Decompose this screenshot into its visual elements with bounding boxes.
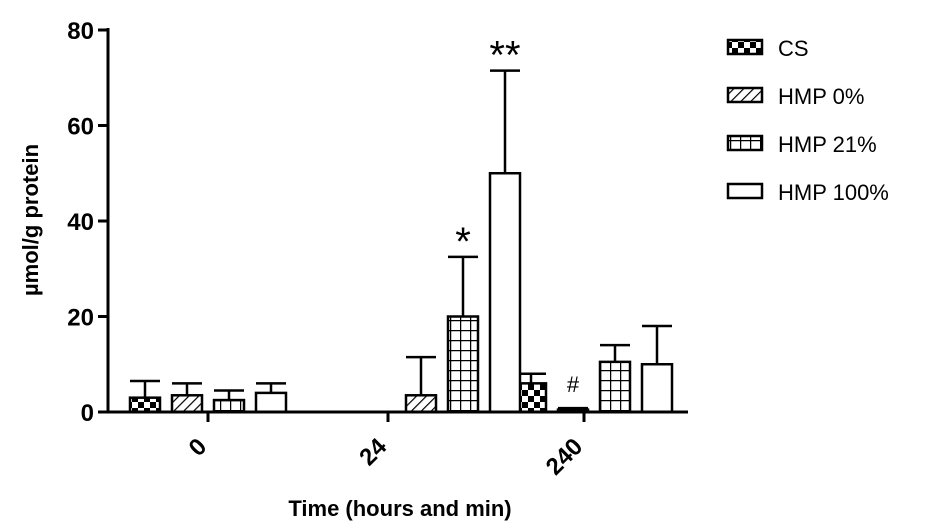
axes: 0 20 40 60 80 0 24 240: [67, 18, 688, 481]
x-axis-title: Time (hours and min): [288, 496, 511, 521]
bar-cs-0: [128, 396, 162, 414]
annotation-hash: #: [567, 372, 580, 397]
bar-hmp-0pct-24: [404, 394, 438, 414]
bar-hmp-100pct-0: [254, 391, 288, 414]
y-axis-title: µmol/g protein: [18, 144, 43, 296]
legend-label-hmp-100pct: HMP 100%: [778, 180, 889, 205]
legend-label-hmp-21pct: HMP 21%: [778, 132, 877, 157]
x-tick-label-240: 240: [541, 433, 588, 480]
legend-swatch-hmp-21pct: [726, 134, 764, 152]
bar-hmp-21pct-0: [212, 398, 246, 414]
bar-hmp-0pct-0: [170, 394, 204, 414]
legend-label-hmp-0pct: HMP 0%: [778, 84, 864, 109]
bar-hmp-21pct-240: [598, 360, 632, 414]
bar-hmp-100pct-240: [640, 363, 674, 414]
y-tick-label-80: 80: [67, 18, 94, 45]
legend: CS HMP 0% HMP 21% HMP 100%: [726, 36, 889, 205]
y-tick-label-0: 0: [81, 400, 94, 427]
plot-area: ***#: [128, 34, 674, 414]
y-tick-label-60: 60: [67, 114, 94, 141]
x-tick-label-24: 24: [354, 433, 392, 471]
bar-hmp-21pct-24: [446, 315, 480, 414]
annotation-star: *: [455, 220, 471, 264]
legend-swatch-hmp-0pct: [726, 86, 764, 104]
legend-swatch-hmp-100pct: [726, 182, 764, 200]
x-tick-label-0: 0: [184, 433, 213, 462]
y-tick-label-20: 20: [67, 305, 94, 332]
y-tick-label-40: 40: [67, 209, 94, 236]
bar-hmp-100pct-24: [488, 172, 522, 414]
legend-swatch-cs: [726, 38, 764, 56]
legend-label-cs: CS: [778, 36, 809, 61]
annotation-double-star: **: [489, 34, 520, 78]
